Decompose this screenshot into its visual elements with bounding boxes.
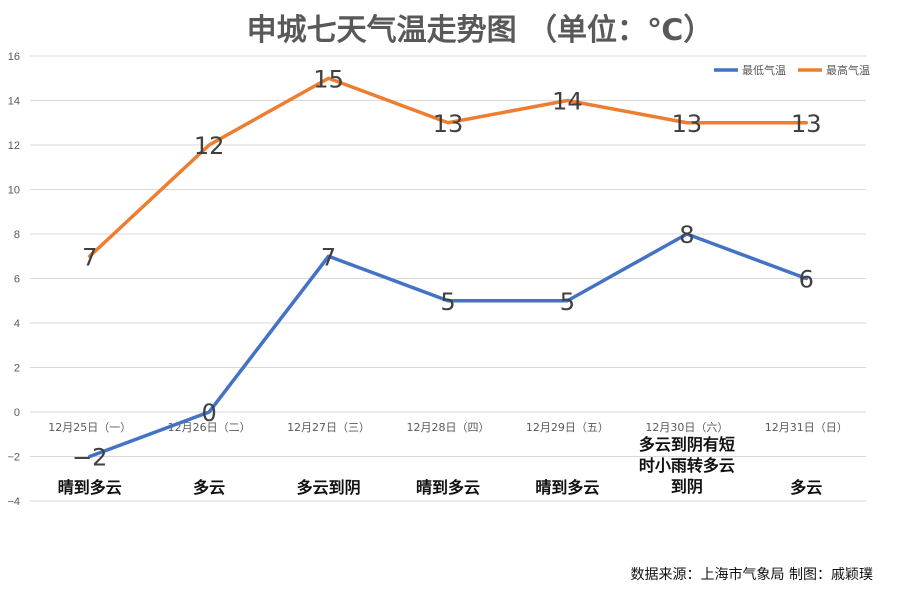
x-axis-categories: 12月25日（一） 12月26日（二） 12月27日（三） 12月28日（四） 12月2… bbox=[48, 421, 848, 434]
data-label: 8 bbox=[679, 221, 694, 249]
y-tick-label: 10 bbox=[8, 185, 20, 197]
y-tick-label: 6 bbox=[14, 274, 20, 286]
data-label: 13 bbox=[672, 110, 703, 138]
data-label: 7 bbox=[321, 243, 336, 271]
y-tick-label: −4 bbox=[7, 496, 20, 508]
series-lines bbox=[87, 76, 809, 459]
y-tick-label: 2 bbox=[14, 363, 20, 375]
x-category-label: 12月26日（二） bbox=[168, 421, 251, 434]
y-tick-label: 14 bbox=[8, 96, 20, 108]
weather-text: 晴到多云 bbox=[58, 478, 122, 497]
weather-text: 时小雨转多云 bbox=[639, 456, 735, 475]
data-label: −2 bbox=[72, 444, 107, 472]
y-tick-label: 8 bbox=[14, 229, 20, 241]
data-label: 7 bbox=[82, 243, 97, 271]
y-tick-label: 4 bbox=[14, 318, 20, 330]
weather-text: 多云到阴有短 bbox=[639, 435, 735, 454]
data-label: 5 bbox=[440, 288, 455, 316]
x-category-label: 12月27日（三） bbox=[287, 421, 370, 434]
legend: 最低气温 最高气温 bbox=[714, 63, 870, 77]
data-label: 12 bbox=[194, 132, 225, 160]
legend-label: 最高气温 bbox=[826, 63, 870, 77]
data-label: 0 bbox=[202, 399, 217, 427]
y-tick-label: −2 bbox=[7, 452, 20, 464]
weather-text: 晴到多云 bbox=[416, 478, 480, 497]
series-line-low bbox=[87, 232, 809, 459]
data-labels: −2 0 7 5 5 8 6 7 12 15 13 14 13 13 bbox=[72, 65, 822, 471]
data-label: 6 bbox=[799, 266, 814, 294]
x-category-label: 12月31日（日） bbox=[765, 421, 848, 434]
series-line-high bbox=[87, 76, 809, 258]
data-label: 5 bbox=[560, 288, 575, 316]
y-tick-label: 16 bbox=[8, 51, 20, 63]
y-axis-ticks: −4 −2 0 2 4 6 8 10 12 14 16 bbox=[7, 51, 20, 508]
weather-text: 多云 bbox=[193, 478, 225, 497]
data-label: 15 bbox=[313, 65, 344, 93]
weather-text: 晴到多云 bbox=[535, 478, 599, 497]
weather-text: 多云 bbox=[790, 478, 822, 497]
x-category-label: 12月30日（六） bbox=[645, 421, 728, 434]
data-label: 14 bbox=[552, 88, 583, 116]
chart-title: 申城七天气温走势图 （单位：℃） bbox=[247, 13, 714, 48]
legend-label: 最低气温 bbox=[742, 63, 786, 77]
x-category-label: 12月28日（四） bbox=[407, 421, 490, 434]
x-category-label: 12月29日（五） bbox=[526, 421, 609, 434]
y-tick-label: 0 bbox=[14, 407, 20, 419]
source-credit: 数据来源：上海市气象局 制图：戚颖璞 bbox=[631, 566, 873, 583]
y-tick-label: 12 bbox=[8, 140, 20, 152]
data-label: 13 bbox=[433, 110, 464, 138]
x-category-label: 12月25日（一） bbox=[48, 421, 131, 434]
weather-text: 到阴 bbox=[671, 477, 703, 496]
weather-text: 多云到阴 bbox=[297, 478, 361, 497]
gridlines bbox=[30, 55, 866, 502]
data-label: 13 bbox=[791, 110, 822, 138]
